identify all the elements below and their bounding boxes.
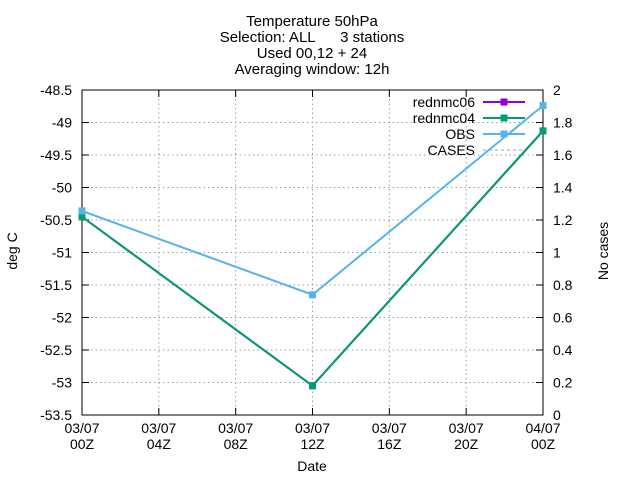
y-tick-label: -52.5 — [40, 342, 72, 358]
title-line-3: Used 00,12 + 24 — [257, 45, 368, 62]
grid — [82, 90, 543, 415]
y2-axis-label: No cases — [595, 222, 611, 280]
data-point-OBS — [78, 207, 86, 215]
x-tick-label: 03/07 — [449, 420, 484, 436]
y2-tick-label: 0 — [553, 407, 561, 423]
x-tick-label: 20Z — [454, 436, 479, 452]
chart-title: Temperature 50hPa Selection: ALL 3 stati… — [220, 13, 405, 78]
y-tick-label: -49.5 — [40, 147, 72, 163]
title-line-1: Temperature 50hPa — [246, 13, 378, 30]
legend-label-CASES: CASES — [428, 142, 475, 158]
y2-tick-label: 1 — [553, 245, 561, 261]
legend-marker-rednmc04 — [500, 114, 508, 122]
y2-tick-label: 1.2 — [553, 212, 573, 228]
data-point-OBS — [309, 291, 316, 299]
y-axis-label: deg C — [4, 232, 20, 269]
legend-label-rednmc04: rednmc04 — [413, 110, 475, 126]
legend-label-OBS: OBS — [445, 126, 475, 142]
x-tick-label: 03/07 — [295, 420, 330, 436]
x-tick-label: 00Z — [531, 436, 556, 452]
y-tick-label: -51 — [52, 245, 72, 261]
x-tick-label: 04Z — [147, 436, 172, 452]
y2-tick-label: 1.6 — [553, 147, 573, 163]
y-tick-label: -53 — [52, 375, 72, 391]
data-point-rednmc04 — [309, 382, 316, 390]
y-tick-label: -49 — [52, 115, 72, 131]
y2-tick-label: 1.8 — [553, 115, 573, 131]
y2-tick-label: 2 — [553, 82, 561, 98]
plot-frame — [81, 89, 544, 416]
y-tick-label: -50 — [52, 180, 72, 196]
data-point-rednmc04 — [539, 127, 547, 135]
legend-label-rednmc06: rednmc06 — [413, 94, 475, 110]
y-tick-label: -51.5 — [40, 277, 72, 293]
x-tick-label: 08Z — [224, 436, 249, 452]
x-tick-label: 04/07 — [525, 420, 560, 436]
legend-marker-rednmc06 — [500, 98, 508, 106]
title-line-2: Selection: ALL 3 stations — [220, 29, 405, 46]
y2-tick-label: 0.8 — [553, 277, 573, 293]
x-tick-label: 03/07 — [64, 420, 99, 436]
y-tick-label: -52 — [52, 310, 72, 326]
x-tick-label: 00Z — [70, 436, 95, 452]
y-tick-label: -48.5 — [40, 82, 72, 98]
y2-tick-label: 0.2 — [553, 375, 573, 391]
x-tick-label: 03/07 — [141, 420, 176, 436]
x-tick-label: 12Z — [300, 436, 325, 452]
series-layer — [78, 102, 547, 390]
x-tick-label: 03/07 — [218, 420, 253, 436]
title-line-4: Averaging window: 12h — [235, 61, 390, 78]
axes: -48.5 2 -49 1.8 -49.5 1.6 -50 1.4 -50.5 1.2 -51 1 -5… — [40, 82, 573, 452]
y-tick-label: -53.5 — [40, 407, 72, 423]
x-tick-label: 03/07 — [372, 420, 407, 436]
y2-tick-label: 0.4 — [553, 342, 573, 358]
x-tick-label: 16Z — [377, 436, 402, 452]
y2-tick-label: 1.4 — [553, 180, 573, 196]
data-point-rednmc04 — [78, 213, 86, 221]
data-point-OBS — [539, 102, 547, 110]
legend-marker-OBS — [500, 130, 508, 138]
x-axis-label: Date — [297, 458, 327, 474]
y-tick-label: -50.5 — [40, 212, 72, 228]
y2-tick-label: 0.6 — [553, 310, 573, 326]
